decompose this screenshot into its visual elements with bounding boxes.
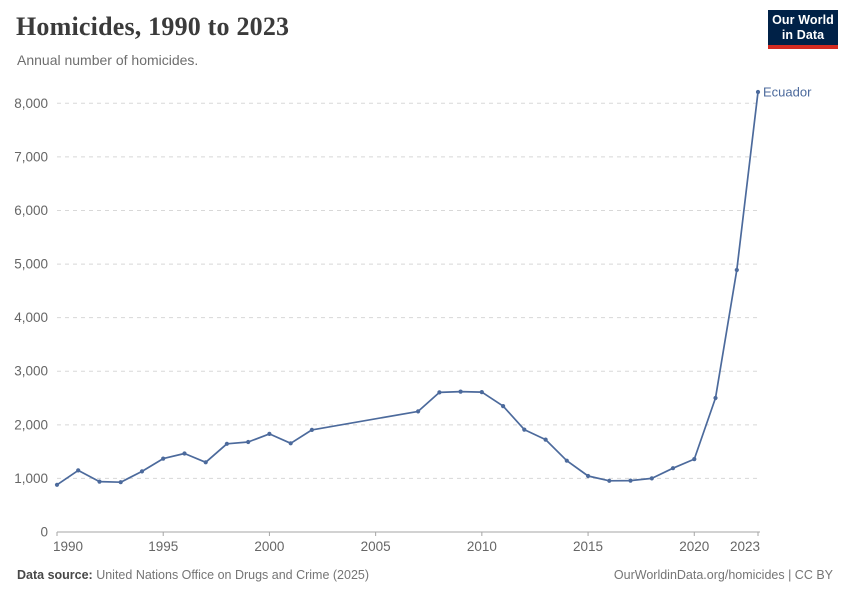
data-point[interactable] xyxy=(182,451,187,456)
footer: Data source: United Nations Office on Dr… xyxy=(17,568,833,582)
y-axis-tick-label: 3,000 xyxy=(14,364,48,379)
x-axis-tick-label: 2000 xyxy=(254,539,284,554)
data-point[interactable] xyxy=(628,478,633,483)
data-source: Data source: United Nations Office on Dr… xyxy=(17,568,369,582)
owid-logo-line1: Our World xyxy=(772,13,834,27)
y-axis-tick-label: 1,000 xyxy=(14,471,48,486)
data-point[interactable] xyxy=(501,404,506,409)
data-point[interactable] xyxy=(246,439,251,445)
data-point[interactable] xyxy=(224,441,229,446)
page-title: Homicides, 1990 to 2023 xyxy=(16,12,290,41)
data-point[interactable] xyxy=(416,409,421,414)
data-point[interactable] xyxy=(437,390,442,395)
data-point[interactable] xyxy=(139,469,145,474)
data-point[interactable] xyxy=(692,457,697,462)
data-point[interactable] xyxy=(479,390,484,395)
owid-logo[interactable]: Our World in Data xyxy=(768,10,838,49)
data-point[interactable] xyxy=(203,460,208,465)
y-axis-tick-label: 2,000 xyxy=(14,417,48,432)
x-axis-tick-label: 2005 xyxy=(361,539,391,554)
chart-subtitle: Annual number of homicides. xyxy=(17,52,199,68)
y-axis-tick-label: 8,000 xyxy=(14,96,48,111)
owid-logo-line2: in Data xyxy=(781,27,825,42)
data-point[interactable] xyxy=(755,89,761,95)
data-point[interactable] xyxy=(267,431,272,436)
data-point[interactable] xyxy=(734,267,739,273)
data-point[interactable] xyxy=(288,441,293,446)
entity-label: Ecuador xyxy=(763,85,812,100)
y-axis-tick-label: 6,000 xyxy=(14,203,48,218)
data-point[interactable] xyxy=(76,468,81,473)
data-point[interactable] xyxy=(161,456,166,461)
data-point[interactable] xyxy=(97,479,102,484)
data-point[interactable] xyxy=(54,482,60,487)
data-point[interactable] xyxy=(586,473,591,479)
data-source-text: United Nations Office on Drugs and Crime… xyxy=(92,568,370,582)
y-axis-tick-label: 7,000 xyxy=(14,149,48,164)
y-axis-tick-label: 5,000 xyxy=(14,257,48,272)
data-point[interactable] xyxy=(118,480,123,485)
x-axis-tick-label: 2010 xyxy=(467,539,497,554)
data-source-label: Data source: xyxy=(17,568,93,582)
x-axis-tick-label: 2023 xyxy=(730,539,760,554)
data-point[interactable] xyxy=(713,395,718,401)
data-point[interactable] xyxy=(309,427,314,432)
owid-citation-link[interactable]: OurWorldinData.org/homicides | CC BY xyxy=(613,568,833,582)
series-line[interactable] xyxy=(56,91,759,486)
y-axis-tick-label: 4,000 xyxy=(14,310,48,325)
x-axis-tick-label: 2020 xyxy=(679,539,709,554)
data-point[interactable] xyxy=(543,437,548,442)
x-axis-tick-label: 1995 xyxy=(148,539,178,554)
data-point[interactable] xyxy=(458,389,463,394)
x-axis-tick-label: 2015 xyxy=(573,539,603,554)
y-axis-tick-label: 0 xyxy=(40,525,48,540)
data-point[interactable] xyxy=(670,466,676,471)
data-point[interactable] xyxy=(649,476,654,481)
line-chart[interactable]: 0 1,000 2,000 3,000 4,000 5,000 6,000 7,000 8,00… xyxy=(0,80,850,560)
x-axis-tick-label: 1990 xyxy=(53,539,83,554)
data-point[interactable] xyxy=(564,458,569,463)
data-point[interactable] xyxy=(607,478,612,483)
data-point[interactable] xyxy=(522,427,527,432)
